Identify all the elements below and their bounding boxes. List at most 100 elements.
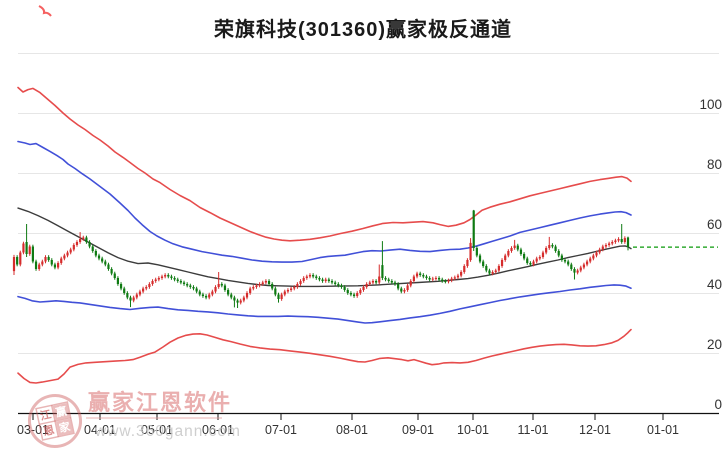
x-axis-label: 11-01	[517, 423, 548, 437]
candle-body	[491, 272, 494, 274]
candle-body	[201, 294, 205, 296]
candle-body	[431, 278, 434, 280]
candle-body	[447, 280, 450, 282]
candle-body	[255, 285, 258, 287]
candle-body	[406, 285, 409, 290]
candle-body	[324, 279, 327, 281]
candle-body	[576, 270, 579, 273]
candle-body	[25, 242, 28, 254]
candle-body	[280, 294, 283, 299]
candle-body	[119, 284, 123, 289]
candle-body	[72, 245, 75, 250]
candle-body	[425, 276, 428, 278]
candle-body	[526, 258, 529, 263]
candle-body	[239, 300, 242, 303]
candle-body	[299, 281, 302, 284]
candle-body	[516, 245, 519, 250]
candle-body	[381, 265, 384, 278]
y-axis-labels: 100 80 60 40 20 0	[699, 97, 722, 412]
candle-body	[437, 278, 441, 280]
candle-body	[617, 239, 620, 241]
y-axis-label: 60	[707, 217, 722, 232]
channel-line-channel-top	[17, 140, 632, 263]
candle-body	[419, 273, 422, 275]
candle-body	[126, 293, 129, 298]
stamp-char: 家	[58, 419, 73, 435]
gridlines	[18, 53, 719, 354]
candle-body	[145, 287, 148, 289]
candle-body	[79, 239, 82, 242]
candle-body	[620, 239, 623, 242]
candle-body	[75, 242, 79, 245]
candle-body	[208, 294, 211, 298]
candle-body	[69, 249, 72, 253]
candle-body	[397, 284, 400, 289]
candle-body	[41, 261, 44, 265]
candle-body	[422, 275, 425, 277]
watermark-url: www.360gann.com	[94, 423, 241, 440]
candle-body	[450, 278, 453, 281]
candle-body	[66, 252, 69, 256]
candle-body	[211, 291, 214, 295]
channel-line-channel-bottom	[17, 284, 632, 324]
candle-body	[327, 279, 330, 281]
candle-body	[548, 245, 551, 248]
candle-body	[302, 278, 305, 281]
candle-body	[31, 246, 34, 262]
candle-body	[179, 281, 182, 283]
y-axis-label: 80	[707, 157, 722, 172]
candle-body	[135, 294, 138, 298]
candle-body	[551, 245, 554, 247]
candle-body	[113, 273, 116, 278]
candle-body	[400, 288, 403, 292]
candle-body	[47, 257, 50, 260]
candle-body	[497, 266, 500, 271]
candle-body	[510, 248, 513, 251]
candle-body	[195, 288, 198, 292]
candle-body	[63, 255, 66, 259]
candle-body	[44, 257, 47, 262]
candle-body	[34, 261, 38, 269]
candle-body	[129, 297, 132, 301]
candle-body	[271, 284, 274, 289]
candle-body	[132, 297, 135, 301]
candle-body	[318, 278, 321, 280]
candle-body	[356, 293, 359, 296]
candle-body	[154, 279, 157, 281]
candle-body	[186, 284, 189, 286]
candle-body	[167, 275, 170, 277]
x-axis: 03-01 04-01 05-01 06-01 07-01 08-01 09-01 10-01…	[17, 412, 719, 437]
candle-body	[488, 270, 491, 274]
candle-body	[409, 281, 412, 286]
channel-lines	[17, 86, 632, 384]
y-axis-label: 100	[699, 97, 722, 112]
candle-body	[56, 263, 60, 268]
candle-body	[101, 258, 104, 262]
candle-body	[312, 275, 315, 277]
candle-body	[227, 290, 230, 295]
x-axis-label: 09-01	[402, 423, 434, 437]
candle-body	[460, 272, 463, 276]
candle-body	[296, 284, 299, 287]
candle-body	[267, 281, 271, 284]
candle-body	[198, 291, 201, 295]
candle-body	[223, 285, 227, 290]
candle-body	[384, 278, 387, 280]
candlesticks	[12, 209, 630, 308]
candle-body	[614, 240, 617, 242]
candle-body	[28, 246, 31, 254]
y-axis-label: 40	[707, 277, 722, 292]
candle-body	[560, 255, 563, 260]
candle-body	[469, 242, 472, 260]
candle-body	[233, 297, 236, 301]
candle-body	[482, 261, 485, 266]
candle-body	[22, 243, 25, 253]
x-axis-label: 06-01	[202, 423, 234, 437]
candle-body	[365, 284, 368, 287]
candle-body	[286, 290, 290, 292]
x-axis-label: 04-01	[84, 423, 116, 437]
candle-body	[403, 290, 406, 292]
candle-body	[444, 281, 447, 282]
candle-body	[371, 281, 375, 283]
